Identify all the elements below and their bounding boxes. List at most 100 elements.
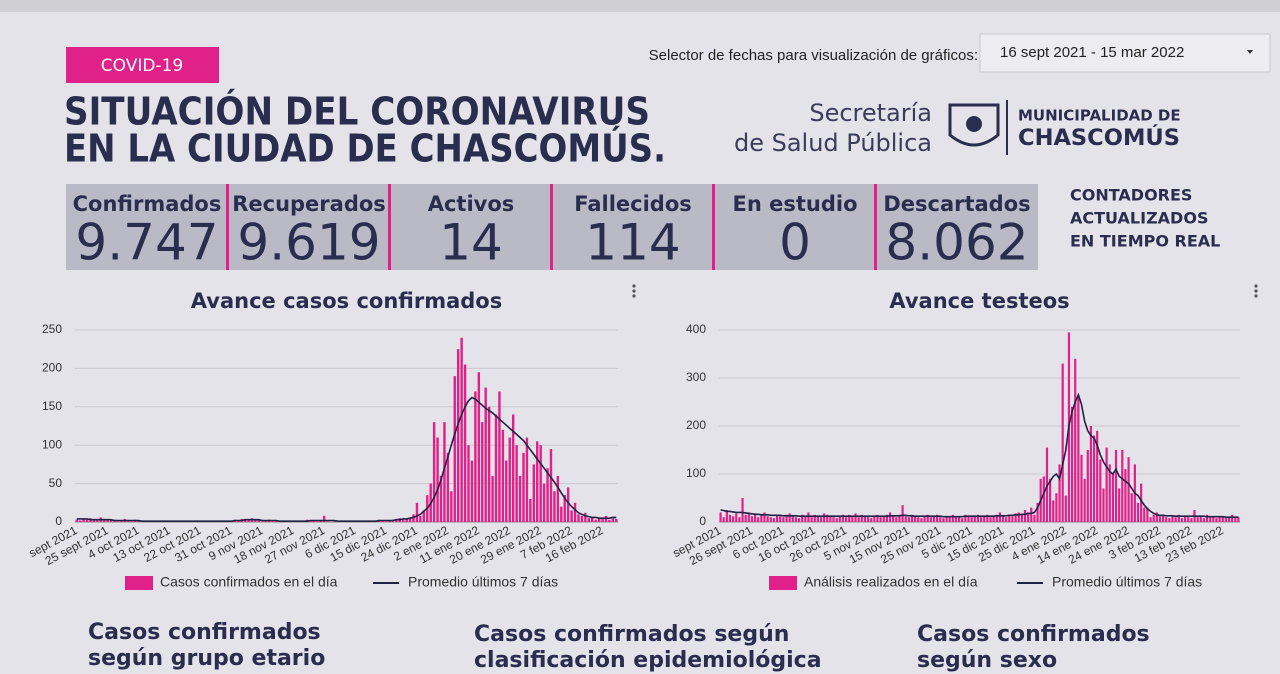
bar	[481, 422, 484, 522]
bar	[1146, 507, 1149, 522]
counter-value: 114	[585, 214, 680, 272]
bar	[907, 517, 910, 522]
bar	[1049, 478, 1052, 522]
bar	[885, 514, 889, 522]
counter-label: Fallecidos	[574, 192, 692, 216]
tag-box	[66, 47, 219, 83]
bar	[735, 513, 738, 522]
bar	[1215, 518, 1218, 522]
bar	[1061, 363, 1064, 522]
bar	[895, 517, 898, 522]
counter-separator	[712, 184, 715, 270]
bar	[1064, 495, 1067, 522]
bar	[794, 517, 797, 522]
date-selector-label: Selector de fechas para visualización de…	[649, 47, 978, 64]
bar	[1149, 517, 1152, 522]
bar	[1196, 517, 1199, 522]
bar	[518, 475, 522, 522]
bar	[954, 516, 958, 522]
bar	[439, 475, 443, 522]
y-tick-label: 300	[686, 370, 706, 384]
bar	[1190, 518, 1193, 522]
y-tick-label: 250	[42, 322, 62, 336]
bar	[785, 514, 788, 522]
bar	[271, 521, 274, 522]
dropdown-arrow[interactable]	[1247, 50, 1253, 54]
counters-note: EN TIEMPO REAL	[1070, 232, 1220, 251]
bar	[463, 364, 467, 522]
bar	[983, 516, 986, 522]
y-tick-label: 100	[42, 437, 62, 451]
bar	[474, 391, 477, 522]
legend-label: Promedio últimos 7 días	[408, 574, 558, 590]
bar	[432, 422, 436, 522]
chart-menu[interactable]	[632, 284, 636, 298]
bar	[788, 513, 791, 522]
legend-swatch	[125, 576, 153, 590]
bar	[525, 437, 529, 522]
bar	[838, 516, 841, 522]
bar	[951, 514, 954, 522]
bar	[1055, 493, 1058, 522]
bar	[866, 517, 870, 522]
bar	[577, 514, 580, 522]
logo-muni: CHASCOMÚS	[1018, 125, 1180, 151]
bar	[130, 521, 133, 522]
bar	[109, 520, 113, 522]
bar	[1089, 426, 1093, 522]
bar	[801, 514, 804, 522]
bar	[456, 349, 460, 522]
bar	[901, 505, 904, 522]
bar	[750, 516, 754, 522]
bar	[1165, 517, 1168, 522]
section-title: Casos confirmados	[917, 622, 1150, 647]
bar	[725, 510, 728, 522]
bar	[415, 502, 419, 522]
bar	[810, 517, 813, 522]
tag: COVID-19	[101, 56, 183, 76]
counter-separator	[550, 184, 553, 270]
bar	[484, 387, 487, 522]
bar	[1058, 464, 1061, 522]
bar	[1036, 502, 1039, 522]
counter-label: Activos	[428, 192, 515, 216]
bar	[1114, 450, 1118, 522]
bar	[1124, 469, 1127, 522]
bar	[1152, 514, 1155, 522]
bar	[722, 517, 725, 522]
bar	[608, 519, 611, 522]
bar	[316, 521, 319, 522]
section-title: según grupo etario	[88, 646, 325, 671]
bar	[536, 441, 539, 522]
section-title: clasificación epidemiológica	[474, 648, 822, 673]
date-selector[interactable]	[979, 33, 1271, 73]
bar	[835, 518, 838, 522]
bar	[976, 514, 980, 522]
bar	[882, 516, 885, 522]
bar	[570, 510, 573, 522]
y-tick-label: 50	[49, 476, 63, 490]
bar	[958, 517, 961, 522]
bar	[116, 521, 120, 522]
bar	[436, 437, 439, 522]
bar	[1237, 517, 1240, 522]
bar	[1077, 397, 1080, 522]
bar	[998, 512, 1001, 522]
date-selector-value[interactable]: 16 sept 2021 - 15 mar 2022	[1000, 44, 1184, 61]
bar	[926, 514, 929, 522]
chart-menu[interactable]	[1254, 284, 1258, 298]
legend-swatch	[769, 576, 797, 590]
bar	[563, 495, 566, 522]
bar	[1092, 435, 1096, 522]
bar	[477, 372, 481, 522]
bar	[923, 516, 926, 522]
bar	[1143, 507, 1146, 522]
bar	[917, 517, 920, 522]
bar	[910, 514, 914, 522]
bar	[813, 514, 816, 522]
bar	[1017, 512, 1020, 522]
counter-value: 9.747	[75, 214, 218, 272]
section-title: Casos confirmados	[88, 620, 321, 645]
bar	[326, 521, 329, 522]
bar	[408, 517, 412, 522]
